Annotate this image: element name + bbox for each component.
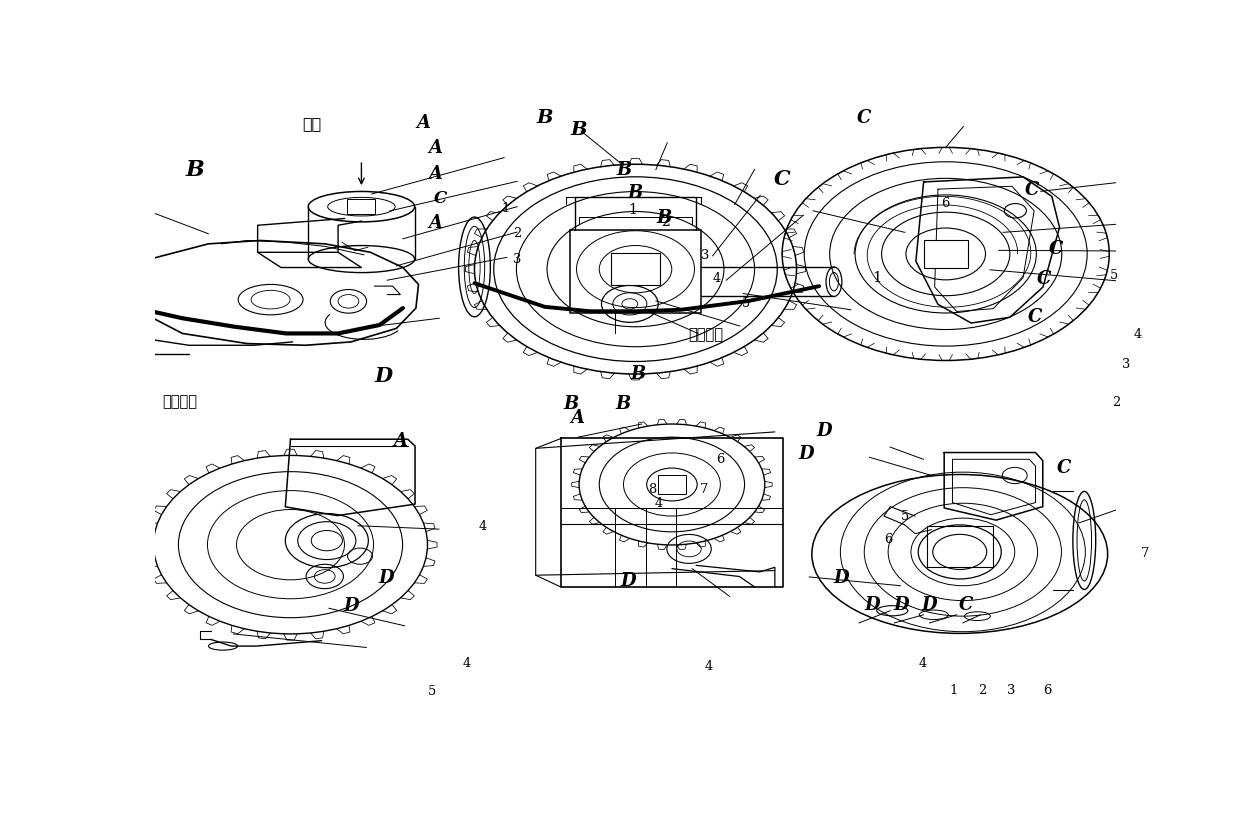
Text: 4: 4 [463, 657, 471, 670]
Text: D: D [374, 366, 392, 386]
Text: 5: 5 [742, 297, 750, 310]
Bar [924, 240, 967, 268]
Text: B: B [627, 184, 644, 202]
Text: D: D [833, 569, 849, 587]
Text: D: D [864, 596, 880, 614]
Text: 7: 7 [701, 483, 708, 496]
Text: 5: 5 [901, 510, 909, 523]
Text: D: D [893, 596, 909, 614]
Text: 4: 4 [706, 660, 713, 673]
Text: B: B [631, 365, 646, 383]
Text: 2: 2 [662, 215, 671, 229]
Text: C: C [434, 190, 446, 207]
Text: D: D [921, 596, 937, 614]
Text: A: A [570, 409, 584, 427]
Text: 2: 2 [513, 227, 521, 240]
Text: D: D [343, 597, 360, 615]
Text: 2: 2 [1112, 396, 1121, 409]
Bar [347, 199, 376, 215]
Text: A: A [428, 214, 441, 232]
Text: C: C [1037, 270, 1052, 288]
Text: 3: 3 [1122, 358, 1131, 371]
Text: D: D [816, 422, 832, 440]
Text: 1: 1 [627, 202, 637, 216]
Text: 4: 4 [1133, 328, 1142, 341]
Text: C: C [1028, 307, 1042, 326]
Text: 3: 3 [1007, 684, 1016, 697]
Text: D: D [799, 446, 815, 463]
Text: C: C [1056, 459, 1071, 477]
Text: 5: 5 [1110, 269, 1118, 282]
Text: C: C [1024, 181, 1039, 199]
Text: 主分型线: 主分型线 [688, 327, 723, 341]
Text: 6: 6 [715, 453, 724, 466]
Text: B: B [563, 395, 579, 413]
Text: 6: 6 [884, 533, 892, 546]
Text: B: B [186, 159, 205, 180]
Text: 5: 5 [428, 685, 436, 698]
Text: B: B [537, 109, 553, 127]
Text: C: C [774, 169, 791, 189]
Text: B: B [616, 160, 631, 179]
Text: A: A [393, 432, 407, 450]
Text: D: D [620, 572, 636, 590]
Text: 1: 1 [872, 271, 882, 285]
Text: 7: 7 [1141, 547, 1149, 560]
Text: 俦视: 俦视 [303, 115, 321, 133]
Text: C: C [959, 596, 972, 614]
Text: A: A [428, 165, 441, 183]
Bar [657, 476, 686, 493]
Text: 4: 4 [713, 272, 720, 285]
Text: B: B [615, 395, 631, 413]
Text: A: A [417, 114, 430, 132]
Text: 3: 3 [513, 253, 521, 266]
Text: 4: 4 [655, 497, 663, 510]
Text: 6: 6 [941, 197, 950, 210]
Text: 3: 3 [702, 249, 709, 262]
Text: B: B [657, 209, 672, 227]
Text: 4: 4 [479, 520, 486, 533]
Text: 1: 1 [949, 684, 957, 697]
Text: 2: 2 [978, 684, 986, 697]
Text: C: C [857, 109, 870, 127]
Text: D: D [378, 569, 393, 587]
Text: A: A [428, 139, 441, 157]
Text: C: C [1049, 240, 1063, 258]
Text: 4: 4 [919, 657, 926, 670]
Text: 主分型线: 主分型线 [162, 393, 197, 409]
Text: B: B [570, 121, 587, 139]
Text: 8: 8 [649, 483, 657, 496]
Bar [610, 253, 661, 285]
Text: 1: 1 [501, 202, 510, 215]
Text: 6: 6 [1043, 684, 1052, 697]
